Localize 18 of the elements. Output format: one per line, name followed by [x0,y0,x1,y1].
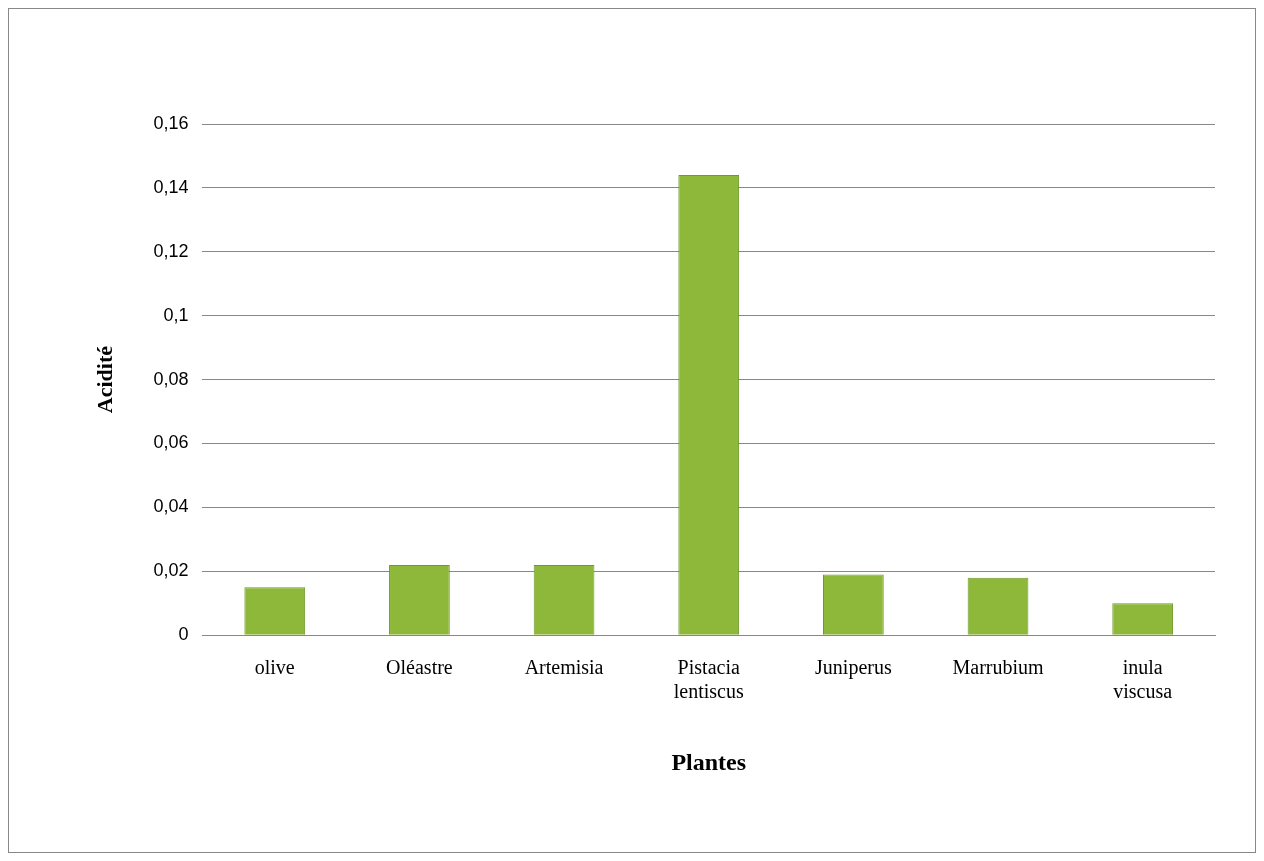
x-axis-title: Plantes [671,748,747,775]
x-tick-label: Artemisia [524,656,604,679]
y-tick-label: 0,16 [153,112,189,133]
x-tick-label: Marrubium [952,656,1045,679]
y-tick-label: 0,06 [153,432,189,453]
y-tick-label: 0,14 [153,176,189,197]
y-tick-label: 0,12 [153,240,189,261]
x-tick-label: Juniperus [815,656,892,680]
x-tick-label: Oléastre [386,656,453,679]
y-tick-label: 0,04 [153,496,189,517]
x-tick-label: olive [254,656,295,679]
y-tick-label: 0,08 [153,368,189,389]
x-tick-label: Pistacia lentiscus [673,656,744,703]
x-tick-label: inula viscusa [1113,656,1173,703]
y-tick-label: 0 [178,624,189,645]
y-tick-label: 0,02 [153,560,189,581]
y-axis-title: Acidité [91,345,117,414]
y-tick-label: 0,1 [163,304,189,325]
